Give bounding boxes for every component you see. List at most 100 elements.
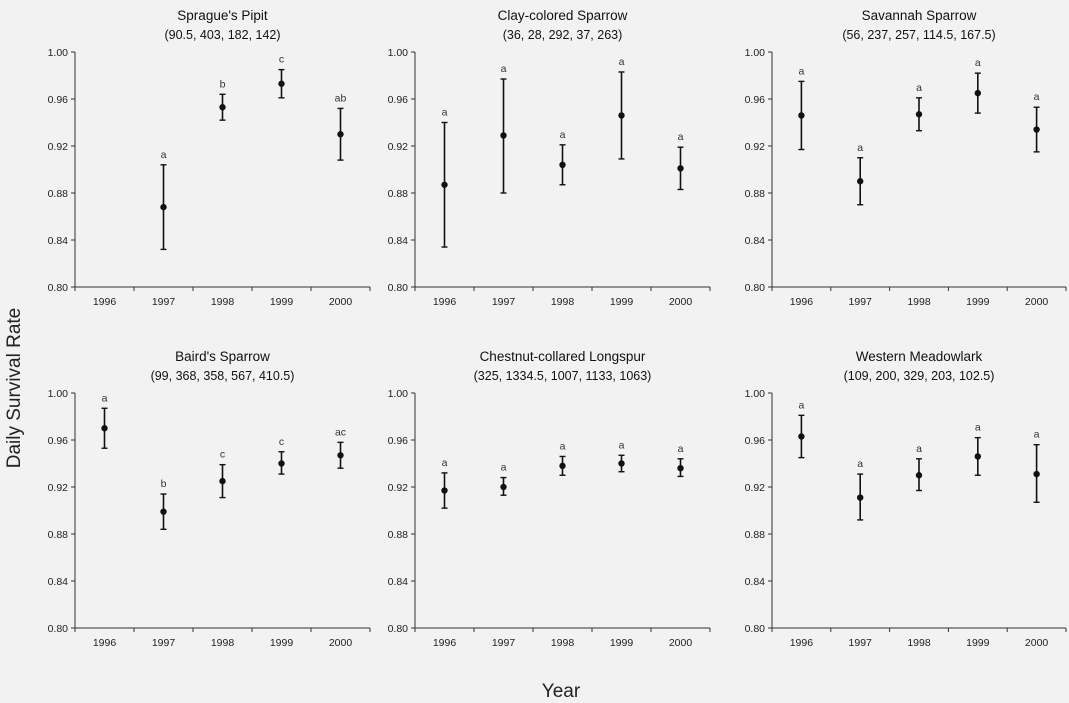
data-point xyxy=(101,425,108,432)
y-tick-label: 0.80 xyxy=(48,282,69,294)
data-point xyxy=(974,89,981,97)
significance-label: a xyxy=(619,439,625,451)
data-point xyxy=(677,165,684,172)
y-tick-label: 0.92 xyxy=(388,482,409,494)
x-tick-label: 2000 xyxy=(669,637,693,649)
x-tick-label: 1999 xyxy=(610,296,634,308)
data-point xyxy=(618,112,625,119)
data-point xyxy=(160,203,167,211)
panel-sample-sizes: (90.5, 403, 182, 142) xyxy=(164,28,280,42)
panel-1: Sprague's Pipit (90.5, 403, 182, 142) 0.80… xyxy=(48,8,371,308)
significance-label: c xyxy=(279,54,284,66)
panel-4: Baird's Sparrow (99, 368, 358, 567, 410.5… xyxy=(48,349,371,649)
y-tick-label: 0.84 xyxy=(745,235,766,247)
significance-label: a xyxy=(619,56,625,68)
x-tick-label: 2000 xyxy=(669,296,693,308)
data-point xyxy=(1033,470,1040,478)
x-axis-title: Year xyxy=(542,681,581,702)
x-tick-label: 1998 xyxy=(211,296,235,308)
y-tick-label: 1.00 xyxy=(745,388,766,400)
data-point xyxy=(677,465,684,472)
panel-sample-sizes: (325, 1334.5, 1007, 1133, 1063) xyxy=(474,369,652,383)
x-tick-label: 1998 xyxy=(211,637,235,649)
x-tick-label: 1999 xyxy=(966,296,990,308)
data-point xyxy=(500,483,507,491)
y-tick-label: 0.84 xyxy=(48,235,69,247)
x-tick-label: 1997 xyxy=(152,637,176,649)
y-tick-label: 0.80 xyxy=(388,282,409,294)
y-tick-label: 0.96 xyxy=(48,94,69,106)
data-point xyxy=(798,433,805,440)
x-tick-label: 1997 xyxy=(849,296,873,308)
y-tick-label: 0.96 xyxy=(48,435,69,447)
y-tick-label: 0.84 xyxy=(48,576,69,588)
data-point xyxy=(618,460,625,467)
data-point xyxy=(219,477,226,485)
y-tick-label: 1.00 xyxy=(48,47,69,59)
y-tick-label: 0.92 xyxy=(745,482,766,494)
x-tick-label: 1998 xyxy=(551,637,575,649)
x-tick-label: 1996 xyxy=(93,296,117,308)
significance-label: b xyxy=(161,478,167,490)
significance-label: a xyxy=(975,422,981,434)
panel-title: Baird's Sparrow xyxy=(175,349,270,364)
significance-label: a xyxy=(501,462,507,474)
data-point xyxy=(559,161,566,168)
panel-title: Chestnut-collared Longspur xyxy=(480,349,646,364)
y-tick-label: 0.92 xyxy=(745,141,766,153)
x-tick-label: 1997 xyxy=(152,296,176,308)
x-tick-label: 1999 xyxy=(610,637,634,649)
data-point xyxy=(857,494,864,501)
y-tick-label: 0.96 xyxy=(745,94,766,106)
x-tick-label: 2000 xyxy=(329,637,353,649)
y-tick-label: 0.96 xyxy=(745,435,766,447)
x-tick-label: 1996 xyxy=(790,296,814,308)
panel-title: Sprague's Pipit xyxy=(177,8,268,23)
panel-sample-sizes: (109, 200, 329, 203, 102.5) xyxy=(844,369,995,383)
data-point xyxy=(219,104,226,111)
panels: Sprague's Pipit (90.5, 403, 182, 142) 0.80… xyxy=(48,8,1067,649)
x-tick-label: 1996 xyxy=(433,637,457,649)
x-tick-label: 1997 xyxy=(492,637,516,649)
y-tick-label: 0.80 xyxy=(48,623,69,635)
x-tick-label: 1999 xyxy=(270,637,294,649)
y-tick-label: 1.00 xyxy=(388,47,409,59)
y-tick-label: 0.88 xyxy=(745,529,766,541)
y-tick-label: 0.96 xyxy=(388,435,409,447)
data-point xyxy=(337,131,344,138)
significance-label: a xyxy=(678,131,684,143)
significance-label: ac xyxy=(335,426,346,438)
data-point xyxy=(337,452,344,459)
data-point xyxy=(441,181,448,188)
panel-2: Clay-colored Sparrow (36, 28, 292, 37, 26… xyxy=(388,8,711,308)
data-point xyxy=(798,112,805,119)
x-tick-label: 1999 xyxy=(966,637,990,649)
significance-label: a xyxy=(102,392,108,404)
data-point xyxy=(441,487,448,494)
panel-sample-sizes: (36, 28, 292, 37, 263) xyxy=(503,28,623,42)
panel-5: Chestnut-collared Longspur (325, 1334.5, … xyxy=(388,349,711,649)
significance-label: a xyxy=(1034,91,1040,103)
x-tick-label: 1998 xyxy=(551,296,575,308)
x-tick-label: 1997 xyxy=(849,637,873,649)
significance-label: a xyxy=(442,107,448,119)
y-tick-label: 0.88 xyxy=(745,188,766,200)
y-tick-label: 1.00 xyxy=(745,47,766,59)
significance-label: a xyxy=(1034,429,1040,441)
significance-label: a xyxy=(798,65,804,77)
y-tick-label: 0.92 xyxy=(48,141,69,153)
data-point xyxy=(974,453,981,460)
data-point xyxy=(160,508,167,515)
significance-label: a xyxy=(975,57,981,69)
y-tick-label: 0.84 xyxy=(745,576,766,588)
x-tick-label: 1996 xyxy=(790,637,814,649)
y-tick-label: 0.92 xyxy=(388,141,409,153)
y-tick-label: 0.88 xyxy=(48,188,69,200)
significance-label: a xyxy=(678,443,684,455)
significance-label: a xyxy=(857,458,863,470)
data-point xyxy=(559,462,566,470)
y-tick-label: 0.80 xyxy=(745,282,766,294)
y-tick-label: 0.84 xyxy=(388,235,409,247)
panel-sample-sizes: (56, 237, 257, 114.5, 167.5) xyxy=(842,28,995,42)
